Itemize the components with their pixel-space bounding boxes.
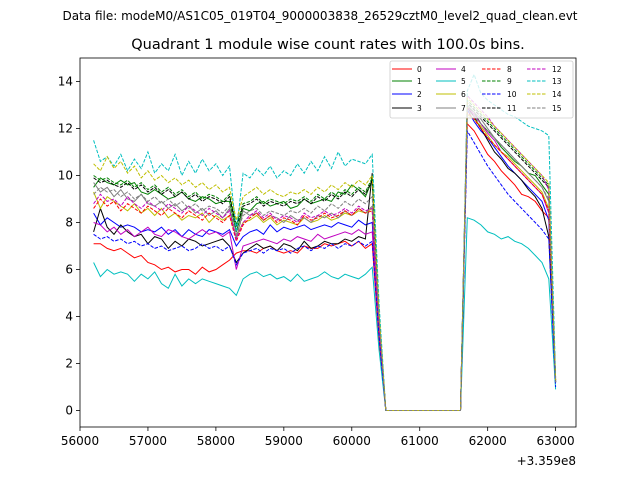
series-line-10 <box>93 129 557 411</box>
y-tick-label: 0 <box>65 404 73 418</box>
series-line-8 <box>93 110 557 411</box>
legend-label-11: 11 <box>507 104 517 113</box>
x-tick-label: 59000 <box>265 434 303 448</box>
y-axis: 0 2 4 6 8 10 12 14 <box>58 75 80 418</box>
series-line-3 <box>93 105 557 411</box>
legend-label-4: 4 <box>461 65 466 74</box>
legend-label-0: 0 <box>417 65 422 74</box>
x-axis: 56000 57000 58000 59000 60000 61000 62000 63000 <box>61 427 575 448</box>
legend-label-8: 8 <box>507 65 512 74</box>
legend-label-1: 1 <box>417 77 422 86</box>
legend-label-13: 13 <box>552 77 562 86</box>
series-line-4 <box>93 106 557 411</box>
y-tick-label: 12 <box>58 122 73 136</box>
legend-label-12: 12 <box>552 65 562 74</box>
plot-area: 56000 57000 58000 59000 60000 61000 62000 63000… <box>58 57 577 468</box>
y-tick-label: 2 <box>65 357 73 371</box>
legend-label-5: 5 <box>461 77 466 86</box>
series-line-2 <box>93 107 557 411</box>
y-tick-label: 10 <box>58 169 73 183</box>
series-line-0 <box>93 122 557 411</box>
series-line-5 <box>93 217 557 411</box>
x-tick-label: 63000 <box>537 434 575 448</box>
x-tick-label: 61000 <box>401 434 439 448</box>
series-line-15 <box>93 108 557 411</box>
series-line-14 <box>93 96 557 411</box>
legend-label-14: 14 <box>552 90 562 99</box>
legend-label-6: 6 <box>461 90 466 99</box>
x-tick-label: 60000 <box>333 434 371 448</box>
legend-label-7: 7 <box>461 104 466 113</box>
legend-label-9: 9 <box>507 77 512 86</box>
x-offset-label: +3.359e8 <box>517 454 576 468</box>
y-tick-label: 4 <box>65 310 73 324</box>
figure-suptitle: Data file: modeM0/AS1C05_019T04_90000038… <box>62 9 577 23</box>
x-tick-label: 56000 <box>61 434 99 448</box>
series-line-11 <box>93 101 557 411</box>
legend-label-10: 10 <box>507 90 517 99</box>
legend-frame <box>389 60 574 119</box>
x-tick-label: 62000 <box>469 434 507 448</box>
legend-label-2: 2 <box>417 90 422 99</box>
y-tick-label: 6 <box>65 263 73 277</box>
plot-frame <box>79 57 577 428</box>
chart-title: Quadrant 1 module wise count rates with … <box>131 37 525 53</box>
legend-label-3: 3 <box>417 104 422 113</box>
x-tick-label: 57000 <box>129 434 167 448</box>
y-tick-label: 14 <box>58 75 73 89</box>
y-tick-label: 8 <box>65 216 73 230</box>
series-line-6 <box>93 113 557 411</box>
x-tick-label: 58000 <box>197 434 235 448</box>
legend-label-15: 15 <box>552 104 562 113</box>
